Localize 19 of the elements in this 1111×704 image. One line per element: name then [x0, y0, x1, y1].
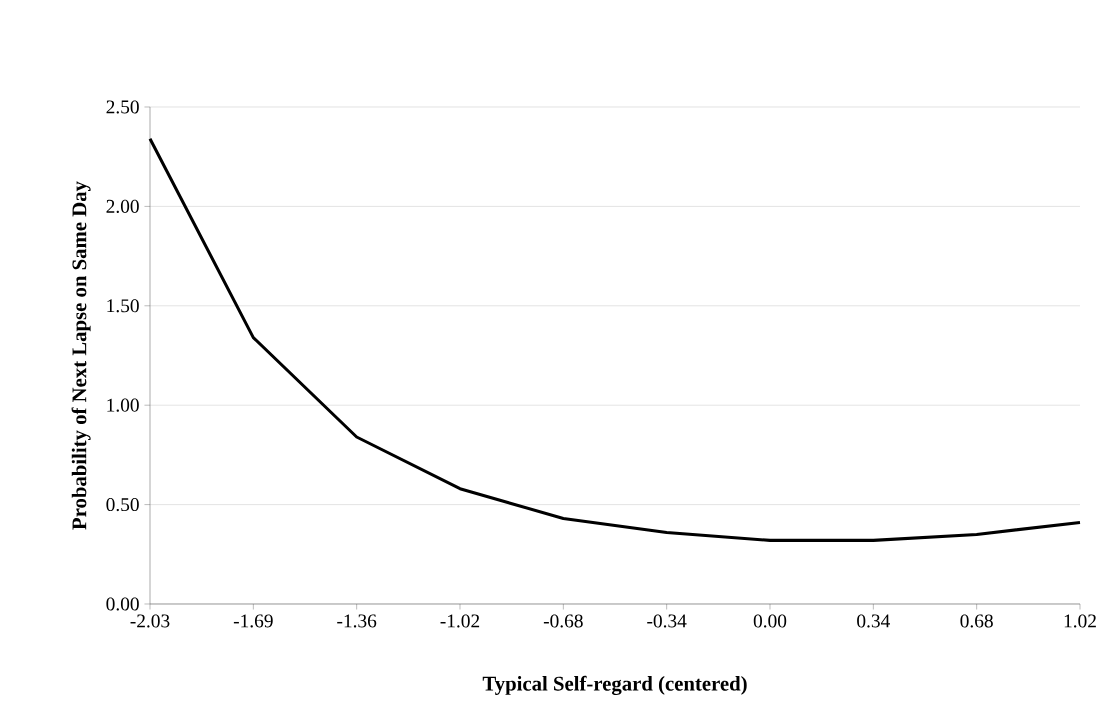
x-axis-title: Typical Self-regard (centered): [482, 675, 747, 696]
x-tick-label: 0.68: [960, 614, 993, 628]
x-tick-label: -0.34: [647, 614, 687, 628]
y-tick-label: 1.50: [107, 299, 139, 313]
x-tick-label: -1.36: [337, 614, 377, 628]
y-tick-label: 0.50: [106, 498, 139, 512]
x-tick-label: -1.02: [440, 614, 480, 628]
x-tick-label: -0.68: [543, 614, 583, 628]
line-series: [148, 137, 1082, 542]
y-tick-label: 2.00: [106, 199, 139, 213]
y-axis-title: Probability of Next Lapse on Same Day: [71, 181, 91, 530]
x-tick-label: -1.69: [233, 614, 273, 628]
y-tick-label: 1.00: [107, 398, 139, 412]
y-tick-label: 0.00: [106, 597, 139, 611]
y-tick-label: 2.50: [106, 100, 139, 114]
x-tick-label: -2.03: [130, 614, 170, 628]
x-tick-label: 0.00: [753, 614, 787, 628]
x-tick-label: 1.02: [1064, 614, 1096, 628]
x-tick-label: 0.34: [857, 614, 890, 628]
